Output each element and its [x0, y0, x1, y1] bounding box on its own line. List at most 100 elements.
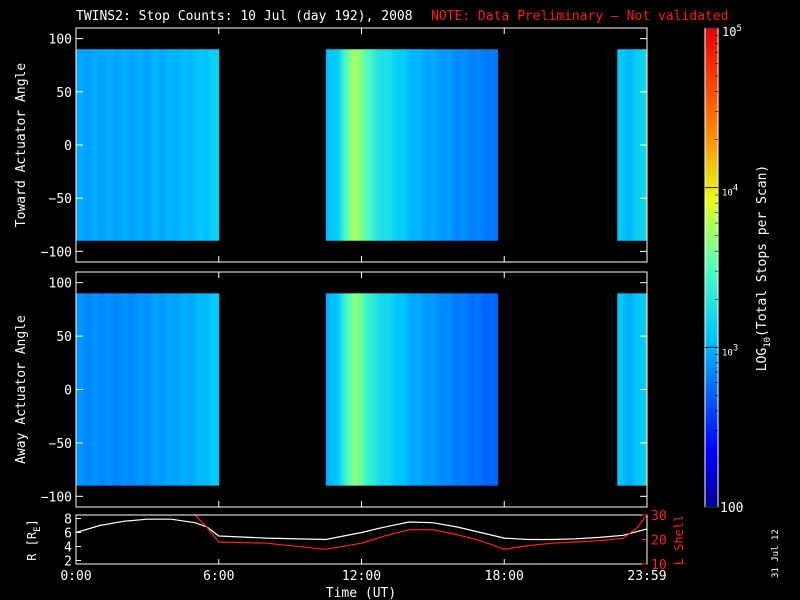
- heatmap-column: [622, 293, 624, 486]
- heatmap-column: [160, 49, 162, 241]
- colorbar-band: [705, 353, 718, 355]
- colorbar-band: [705, 237, 718, 239]
- colorbar-band: [705, 404, 718, 406]
- colorbar-band: [705, 244, 718, 246]
- colorbar-band: [705, 341, 718, 343]
- heatmap-column: [115, 293, 117, 486]
- heatmap-column: [365, 49, 368, 241]
- heatmap-column: [164, 49, 166, 241]
- colorbar-band: [705, 481, 718, 483]
- colorbar-band: [705, 434, 718, 436]
- colorbar-band: [705, 332, 718, 334]
- colorbar-band: [705, 64, 718, 66]
- colorbar-band: [705, 383, 718, 385]
- heatmap-column: [331, 293, 334, 486]
- heatmap-column: [96, 293, 98, 486]
- heatmap-column: [431, 293, 434, 486]
- heatmap-column: [119, 293, 121, 486]
- heatmap-column: [369, 49, 372, 241]
- heatmap-column: [212, 49, 214, 241]
- heatmap-column: [343, 49, 346, 241]
- colorbar-band: [705, 334, 718, 336]
- heatmap-column: [474, 49, 477, 241]
- colorbar-band: [705, 296, 718, 298]
- colorbar-band: [705, 343, 718, 345]
- heatmap-column: [92, 49, 94, 241]
- heatmap-column: [91, 49, 93, 241]
- heatmap-column: [345, 293, 348, 486]
- heatmap-column: [634, 293, 636, 486]
- heatmap-column: [451, 293, 454, 486]
- heatmap-column: [469, 293, 472, 486]
- colorbar-band: [705, 344, 718, 346]
- heatmap-column: [377, 293, 380, 486]
- heatmap-column: [147, 49, 149, 241]
- colorbar-band: [705, 170, 718, 172]
- heatmap-column: [392, 49, 395, 241]
- heatmap-column: [145, 49, 147, 241]
- colorbar-band: [705, 297, 718, 299]
- heatmap-column: [201, 293, 203, 486]
- colorbar-band: [705, 82, 718, 84]
- y-tick-label: 100: [49, 277, 72, 292]
- heatmap-column: [380, 293, 383, 486]
- colorbar-band: [705, 174, 718, 176]
- chart-title: TWINS2: Stop Counts: 10 Jul (day 192), 2…: [76, 9, 413, 24]
- colorbar-band: [705, 228, 718, 230]
- heatmap-column: [204, 293, 206, 486]
- colorbar-band: [705, 330, 718, 332]
- heatmap-column: [472, 293, 475, 486]
- heatmap-column: [480, 49, 483, 241]
- heatmap-column: [182, 293, 184, 486]
- heatmap-column: [438, 293, 441, 486]
- heatmap-column: [150, 293, 152, 486]
- colorbar-band: [705, 159, 718, 161]
- colorbar-band: [705, 442, 718, 444]
- heatmap-panel-away: −100 −50 0 50 100 Away Actuator Angle: [14, 271, 648, 508]
- colorbar-band: [705, 262, 718, 264]
- heatmap-column: [145, 293, 147, 486]
- heatmap-column: [200, 49, 202, 241]
- heatmap-column: [103, 293, 105, 486]
- colorbar-band: [705, 166, 718, 168]
- heatmap-column: [445, 49, 448, 241]
- heatmap-column: [352, 293, 355, 486]
- heatmap-column: [412, 49, 415, 241]
- colorbar-band: [705, 263, 718, 265]
- heatmap-column: [462, 293, 465, 486]
- heatmap-column: [636, 49, 638, 241]
- heatmap-column: [356, 49, 359, 241]
- colorbar-band: [705, 45, 718, 47]
- r-series-line: [76, 518, 647, 541]
- heatmap-column: [486, 49, 489, 241]
- heatmap-column: [638, 293, 640, 486]
- heatmap-column: [439, 49, 442, 241]
- heatmap-column: [212, 293, 214, 486]
- colorbar-band: [705, 128, 718, 130]
- heatmap-column: [389, 293, 392, 486]
- colorbar-band: [705, 317, 718, 319]
- y-axis-label: Away Actuator Angle: [14, 315, 29, 464]
- colorbar-band: [705, 399, 718, 401]
- colorbar-band: [705, 148, 718, 150]
- heatmap-column: [177, 49, 179, 241]
- colorbar-band: [705, 72, 718, 74]
- heatmap-column: [379, 293, 382, 486]
- heatmap-column: [432, 49, 435, 241]
- heatmap-column: [326, 49, 329, 241]
- colorbar-band: [705, 99, 718, 101]
- heatmap-column: [374, 293, 377, 486]
- heatmap-column: [170, 49, 172, 241]
- heatmap-column: [341, 293, 344, 486]
- colorbar-band: [705, 458, 718, 460]
- heatmap-column: [348, 49, 351, 241]
- heatmap-column: [164, 293, 166, 486]
- heatmap-column: [469, 49, 472, 241]
- heatmap-column: [477, 293, 480, 486]
- heatmap-column: [113, 293, 115, 486]
- heatmap-column: [354, 49, 357, 241]
- heatmap-column: [416, 293, 419, 486]
- heatmap-column: [635, 293, 637, 486]
- colorbar-band: [705, 437, 718, 439]
- colorbar-band: [705, 144, 718, 146]
